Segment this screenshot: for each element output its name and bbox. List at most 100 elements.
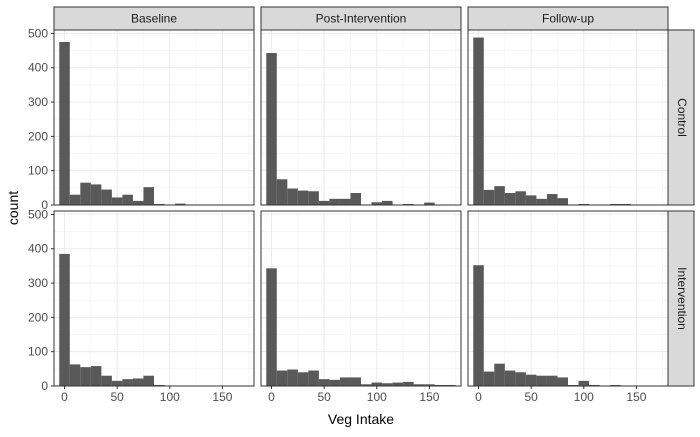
column-strip-label: Follow-up [542, 12, 594, 26]
x-tick-label: 50 [317, 390, 331, 404]
histogram-bar [154, 203, 165, 205]
histogram-bar [101, 375, 112, 386]
panel-border [260, 29, 462, 206]
histogram-bar [329, 198, 340, 205]
histogram-bar [589, 384, 600, 386]
histogram-bar [610, 384, 621, 386]
row-strip-label: Control [675, 98, 689, 137]
histogram-bar [122, 194, 133, 205]
histogram-bar [297, 372, 309, 386]
histogram-bar [276, 370, 288, 386]
histogram-bar [483, 189, 495, 205]
row-strip [667, 29, 695, 206]
column-strip-label: Post-Intervention [316, 12, 407, 26]
y-axis-title: count [5, 191, 21, 225]
histogram-bar [287, 369, 298, 386]
histogram-bar [403, 203, 414, 205]
histogram-bar [494, 363, 505, 386]
histogram-bar [143, 375, 154, 386]
histogram-bar [111, 380, 123, 386]
panel-background [54, 211, 254, 386]
panel-border [53, 210, 255, 387]
histogram-bar [473, 37, 484, 206]
histogram-bar [361, 384, 372, 386]
y-tick-label: 100 [28, 164, 48, 178]
x-tick-label: 0 [61, 390, 68, 404]
y-tick-label: 100 [28, 345, 48, 359]
histogram-bar [536, 198, 547, 205]
histogram-bar [339, 377, 351, 386]
histogram-bar [610, 203, 621, 205]
histogram-bar [525, 195, 537, 205]
histogram-bar [515, 372, 526, 386]
x-tick-label: 150 [212, 390, 232, 404]
histogram-bar [122, 379, 133, 386]
histogram-bar [90, 366, 102, 386]
histogram-bar [557, 198, 568, 205]
histogram-bar [620, 203, 632, 205]
histogram-bar [494, 186, 505, 205]
histogram-bar [445, 384, 456, 386]
histogram-bar [318, 379, 330, 386]
y-tick-label: 500 [28, 207, 48, 221]
x-tick-label: 150 [419, 390, 439, 404]
x-tick-label: 50 [110, 390, 124, 404]
x-tick-label: 0 [268, 390, 275, 404]
histogram-bar [132, 378, 144, 386]
y-tick-label: 200 [28, 310, 48, 324]
histogram-bar [287, 188, 298, 205]
histogram-bar [424, 202, 435, 205]
histogram-bar [329, 379, 340, 386]
x-tick-label: 50 [524, 390, 538, 404]
histogram-bar [392, 382, 404, 386]
panel-background [54, 30, 254, 205]
panel-background [468, 30, 668, 205]
histogram-bar [266, 268, 277, 386]
column-strip-label: Baseline [131, 12, 177, 26]
y-tick-label: 0 [41, 379, 48, 393]
histogram-bar [546, 375, 558, 386]
histogram-bar [175, 203, 186, 205]
histogram-bar [154, 384, 165, 386]
histogram-bar [297, 190, 309, 205]
histogram-bar [515, 191, 526, 205]
y-tick-label: 0 [41, 198, 48, 212]
x-tick-label: 100 [367, 390, 387, 404]
histogram-bar [350, 377, 361, 386]
x-tick-label: 0 [475, 390, 482, 404]
histogram-bar [266, 52, 277, 205]
histogram-bar [371, 382, 383, 386]
histogram-bar [504, 192, 516, 205]
y-tick-label: 200 [28, 129, 48, 143]
histogram-bar [318, 200, 330, 205]
histogram-bar [413, 384, 425, 386]
y-tick-label: 400 [28, 61, 48, 75]
histogram-bar [80, 367, 91, 386]
y-tick-label: 500 [28, 26, 48, 40]
histogram-bar [276, 179, 288, 205]
x-tick-label: 150 [626, 390, 646, 404]
histogram-bar [473, 265, 484, 386]
histogram-bar [59, 253, 70, 386]
histogram-bar [339, 198, 351, 205]
histogram-bar [483, 371, 495, 386]
histogram-bar [111, 197, 123, 205]
panel-border [53, 29, 255, 206]
histogram-bar [132, 200, 144, 205]
histogram-bar [546, 194, 558, 205]
histogram-bar [308, 191, 319, 205]
x-tick-label: 100 [574, 390, 594, 404]
histogram-bar [434, 384, 446, 386]
histogram-bar [143, 187, 154, 205]
histogram-bar [371, 202, 383, 205]
y-tick-label: 300 [28, 276, 48, 290]
histogram-bar [568, 384, 579, 386]
panel-background [468, 211, 668, 386]
histogram-bar [382, 383, 393, 386]
histogram-bar [308, 370, 319, 386]
histogram-bar [69, 364, 81, 386]
panel-background [261, 30, 461, 205]
histogram-bar [59, 42, 70, 206]
panel-border [467, 29, 669, 206]
